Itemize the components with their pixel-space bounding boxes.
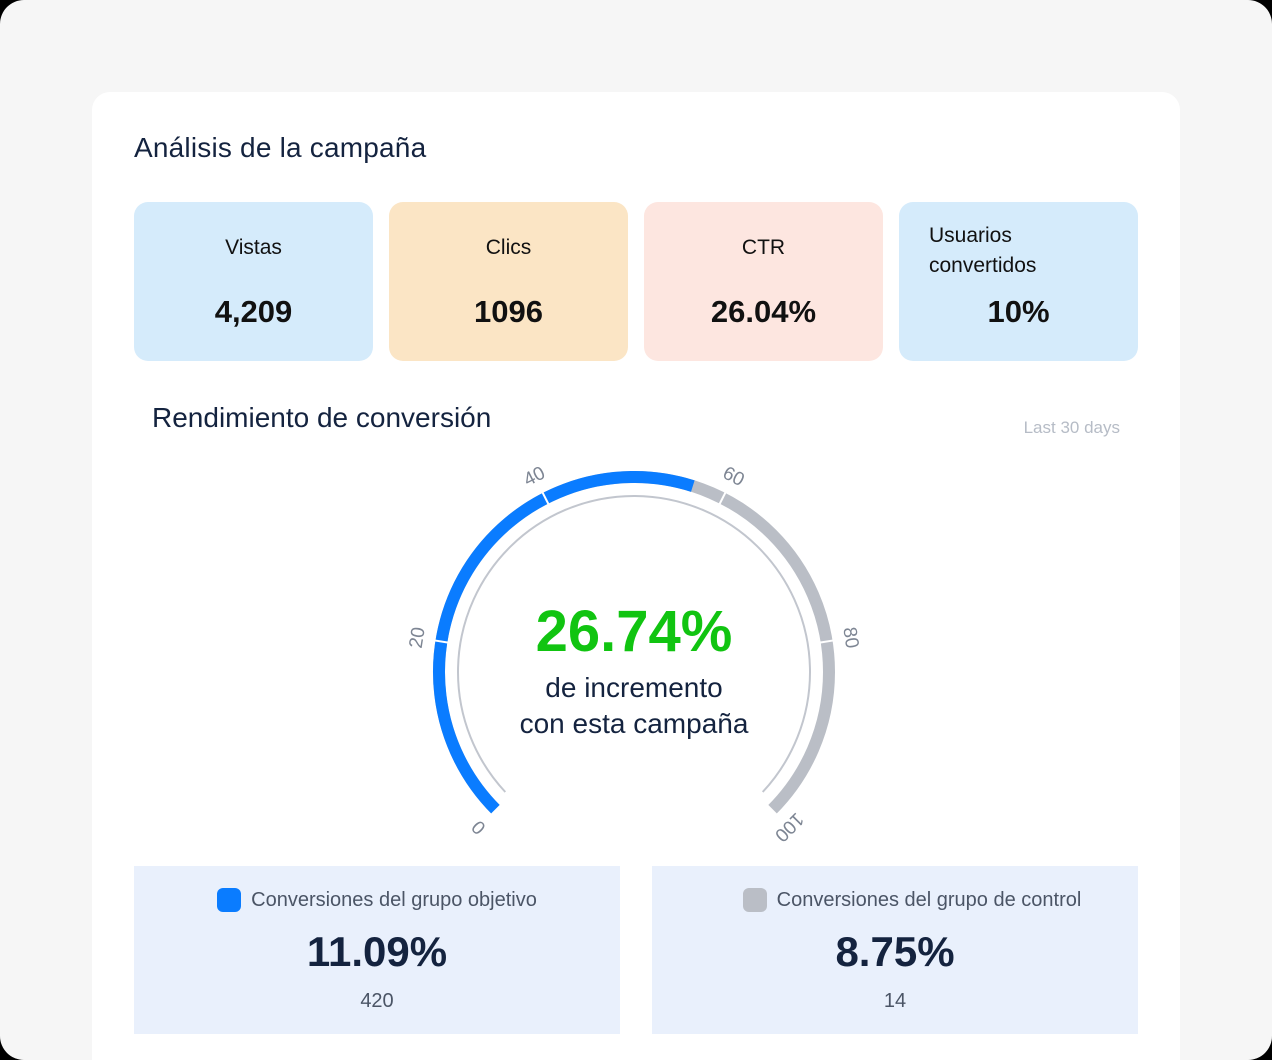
uplift-value: 26.74%	[535, 599, 733, 664]
kpi-card-usuarios-convertidos: Usuarios convertidos 10%	[899, 202, 1138, 361]
kpi-value: 4,209	[214, 294, 293, 329]
gauge-fill-arc	[433, 471, 695, 815]
kpi-label: CTR	[741, 236, 786, 259]
kpi-card-ctr: CTR 26.04%	[644, 202, 883, 361]
caption-line: con esta campaña	[519, 708, 749, 739]
control-group-panel: Conversiones del grupo de control 8.75% …	[652, 866, 1138, 1034]
gauge-tick-mark	[718, 488, 728, 505]
gauge-tick-label: 20	[406, 626, 430, 650]
target-group-panel: Conversiones del grupo objetivo 11.09% 4…	[134, 866, 620, 1034]
control-group-swatch-icon	[742, 888, 767, 912]
gauge-tick-mark	[819, 638, 837, 644]
kpi-value: 10%	[987, 294, 1050, 329]
group-percentage: 11.09%	[306, 928, 448, 975]
page-title: Análisis de la campaña	[134, 132, 427, 163]
gauge-tick-mark	[540, 488, 550, 505]
kpi-label: Vistas	[225, 236, 282, 259]
kpi-label: Clics	[485, 236, 532, 259]
gauge-tick-mark	[431, 638, 449, 644]
section-title: Rendimiento de conversión	[152, 402, 492, 433]
date-range-label: Last 30 days	[1023, 418, 1120, 437]
kpi-label-line: convertidos	[929, 254, 1037, 277]
gauge-tick-label: 40	[520, 463, 548, 491]
target-group-swatch-icon	[217, 888, 242, 912]
kpi-value: 1096	[474, 294, 543, 329]
uplift-caption: de incremento con esta campaña	[434, 670, 834, 742]
gauge-tick-mark	[766, 804, 780, 818]
legend-label: Conversiones del grupo objetivo	[251, 888, 537, 911]
gauge-tick-mark	[488, 804, 502, 818]
legend-label: Conversiones del grupo de control	[776, 888, 1082, 911]
kpi-label: Usuarios convertidos	[929, 221, 1138, 281]
gauge-tick-label: 0	[468, 816, 490, 838]
kpi-card-vistas: Vistas 4,209	[134, 202, 373, 361]
kpi-value: 26.04%	[710, 294, 817, 329]
group-count: 14	[883, 990, 907, 1012]
gauge-tick-label: 80	[838, 626, 862, 650]
kpi-label-line: Usuarios	[929, 224, 1012, 247]
group-count: 420	[360, 990, 394, 1012]
gauge-tick-label: 60	[719, 463, 747, 491]
gauge-inner-arc	[457, 494, 811, 793]
legend-item: Conversiones del grupo de control	[652, 888, 1138, 912]
caption-line: de incremento	[545, 672, 723, 703]
legend-item: Conversiones del grupo objetivo	[134, 888, 620, 912]
group-percentage: 8.75%	[835, 928, 955, 975]
kpi-card-clics: Clics 1096	[389, 202, 628, 361]
